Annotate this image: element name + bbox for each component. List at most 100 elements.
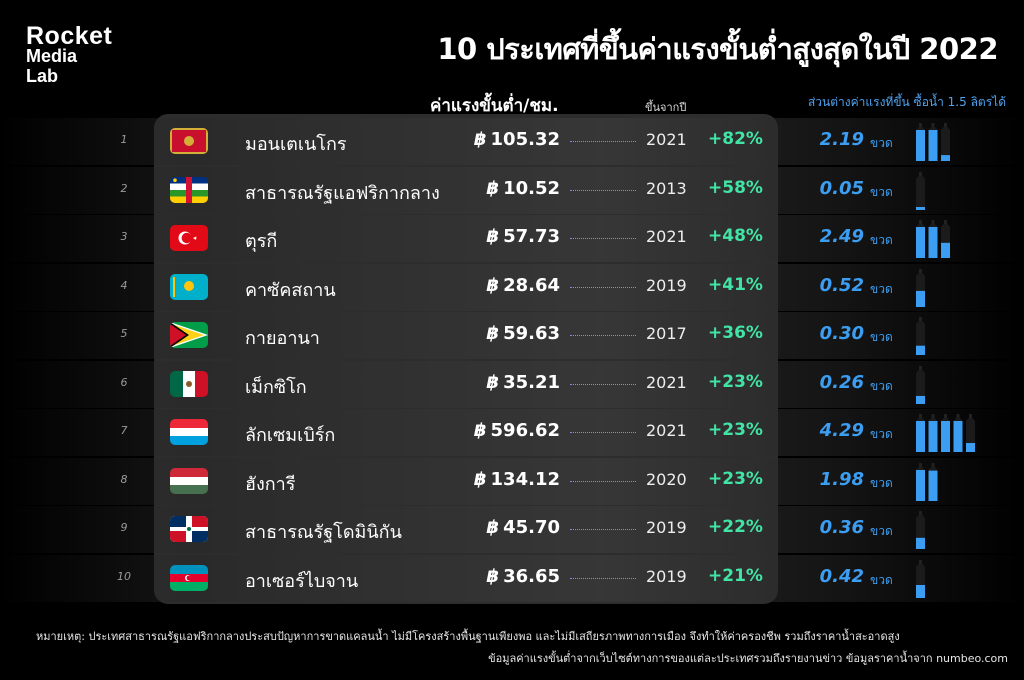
bottle-bar — [916, 171, 925, 210]
bottle-icon — [916, 220, 925, 258]
table-row: 5 กายอานา ฿ 59.63 2017 +36% 0.30 ขวด — [0, 312, 1024, 359]
header-bottles: ส่วนต่างค่าแรงที่ขึ้น ซื้อน้ำ 1.5 ลิตรได… — [807, 95, 1006, 109]
bottle-icon — [916, 268, 925, 307]
wage-number: 105.32 — [490, 129, 560, 150]
wage-value: ฿ 45.70 — [440, 517, 560, 538]
flag-luxembourg-icon — [170, 419, 208, 445]
bottle-icon — [941, 123, 950, 161]
increase-percent: +23% — [708, 468, 763, 489]
increase-percent: +82% — [708, 129, 763, 149]
table-row: 7 ลักเซมเบิร์ก ฿ 596.62 2021 +23% 4.29 ขวด — [0, 409, 1024, 456]
wage-number: 59.63 — [503, 323, 560, 344]
bottle-icon — [928, 462, 938, 501]
country-name: ลักเซมเบิร์ก — [245, 425, 336, 446]
table-row: 4 คาซัคสถาน ฿ 28.64 2019 +41% 0.52 ขวด — [0, 263, 1024, 311]
bottle-icon — [916, 462, 925, 501]
flag-guyana-icon — [170, 322, 208, 348]
country-name: มอนเตเนโกร — [245, 134, 347, 155]
wage-number: 596.62 — [490, 420, 560, 441]
rank-label: 5 — [120, 327, 128, 340]
bottle-bar — [916, 268, 925, 307]
increase-percent: +58% — [708, 177, 763, 198]
country-name: อาเซอร์ไบจาน — [245, 570, 359, 592]
flag-kazakhstan-icon — [170, 273, 208, 300]
flag-central-african-republic-icon — [170, 176, 208, 203]
dotted-leader — [570, 529, 636, 530]
dotted-leader — [570, 286, 636, 288]
flag-dominican-republic-icon — [170, 516, 208, 542]
bottle-bar — [916, 123, 950, 161]
baht-symbol: ฿ — [474, 129, 487, 150]
page-title: 10 ประเทศที่ขึ้นค่าแรงขั้นต่ำสูงสุดในปี … — [437, 32, 998, 66]
country-name: สาธารณรัฐโดมินิกัน — [245, 522, 402, 543]
since-year: 2017 — [646, 324, 687, 343]
bottle-icon — [941, 220, 950, 258]
bottle-unit: ขวด — [870, 184, 893, 199]
rank-label: 4 — [120, 278, 128, 292]
country-name: ฮังการี — [245, 473, 296, 495]
bottle-icon — [916, 511, 925, 549]
bottle-icon — [941, 414, 950, 452]
bottle-icon — [916, 171, 925, 210]
header-wage: ค่าแรงขั้นต่ำ/ชม. — [430, 96, 559, 116]
country-name: เม็กซิโก — [245, 376, 307, 398]
wage-value: ฿ 59.63 — [440, 323, 560, 344]
country-name: ตุรกี — [245, 231, 278, 252]
baht-symbol: ฿ — [486, 517, 500, 538]
table-row: 2 สาธารณรัฐแอฟริกากลาง฿ 10.52 2013 +58% 0.05 ข… — [0, 166, 1024, 214]
increase-percent: +22% — [708, 517, 763, 537]
wage-number: 28.64 — [503, 274, 560, 296]
baht-symbol: ฿ — [486, 177, 500, 199]
bottle-bar — [916, 511, 925, 549]
dotted-leader — [570, 432, 636, 433]
table-row: 8 ฮังการี ฿ 134.12 2020 +23% 1.98 ขวด — [0, 457, 1024, 505]
wage-value: ฿ 36.65 — [440, 566, 560, 587]
since-year: 2019 — [646, 566, 687, 586]
bottle-unit: ขวด — [870, 281, 893, 296]
bottle-bar — [916, 462, 938, 501]
bottle-unit: ขวด — [870, 233, 893, 247]
since-year: 2019 — [646, 518, 687, 537]
bottle-unit: ขวด — [870, 136, 893, 150]
wage-number: 45.70 — [503, 517, 560, 538]
bottle-bar — [916, 559, 925, 598]
baht-symbol: ฿ — [486, 226, 500, 247]
bottle-icon — [916, 365, 925, 404]
wage-number: 10.52 — [503, 177, 560, 199]
bottle-icon — [916, 317, 925, 355]
bottle-count: 2.49 — [819, 226, 864, 247]
wage-value: ฿ 28.64 — [440, 275, 560, 296]
wage-value: ฿ 57.73 — [440, 226, 560, 247]
table-row: 3 ตุรกี ฿ 57.73 2021 +48% 2.49 ขวด — [0, 215, 1024, 262]
since-year: 2020 — [646, 469, 687, 489]
bottle-icon — [953, 414, 963, 452]
country-name: สาธารณรัฐแอฟริกากลาง — [245, 182, 440, 204]
wage-number: 134.12 — [490, 468, 560, 490]
wage-number: 35.21 — [503, 371, 560, 393]
increase-percent: +23% — [708, 420, 763, 440]
bottle-bar — [916, 317, 925, 355]
wage-value: ฿ 134.12 — [440, 469, 560, 490]
increase-percent: +21% — [708, 565, 763, 586]
dotted-leader — [570, 383, 636, 385]
wage-value: ฿ 596.62 — [440, 420, 560, 441]
rank-label: 2 — [120, 181, 128, 195]
bottle-icon — [928, 123, 938, 161]
logo-line-1: Rocket — [26, 22, 113, 50]
bottle-icon — [916, 123, 925, 161]
bottle-count: 0.05 — [819, 177, 864, 199]
wage-value: ฿ 35.21 — [440, 372, 560, 393]
flag-turkey-icon — [170, 225, 208, 251]
dotted-leader — [570, 238, 636, 239]
flag-azerbaijan-icon — [170, 564, 208, 591]
dotted-leader — [570, 335, 636, 336]
header-year: ขึ้นจากปี — [645, 101, 687, 114]
increase-percent: +36% — [708, 323, 763, 343]
logo: Rocket Media Lab — [26, 22, 113, 87]
baht-symbol: ฿ — [486, 274, 500, 296]
bottle-unit: ขวด — [870, 330, 893, 344]
since-year: 2021 — [646, 130, 687, 149]
increase-percent: +23% — [708, 371, 763, 392]
rank-label: 9 — [120, 521, 128, 534]
dotted-leader — [570, 189, 636, 191]
